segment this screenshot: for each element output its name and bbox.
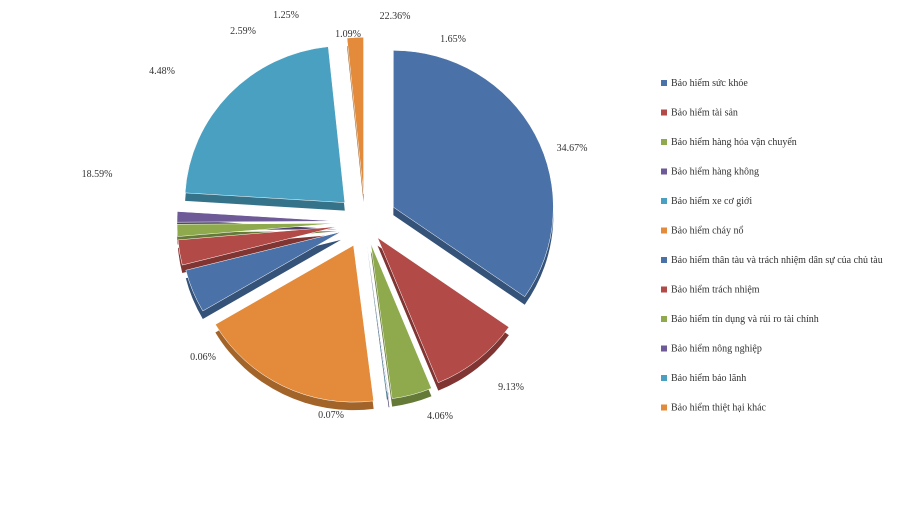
data-label: 1.25%: [273, 10, 299, 21]
legend-label: Bảo hiểm trách nhiệm: [671, 285, 760, 296]
pie-slice-layer: [176, 36, 554, 403]
pie-slice-9: [176, 211, 338, 223]
legend-label: Bảo hiểm tài sản: [671, 108, 738, 119]
legend-label: Bảo hiểm thân tàu và trách nhiệm dân sự …: [671, 255, 883, 266]
data-label: 22.36%: [380, 11, 411, 22]
legend-swatch: [661, 345, 667, 352]
data-label: 2.59%: [230, 26, 256, 37]
legend-label: Bảo hiểm hàng không: [671, 167, 759, 178]
pie-slice-11: [346, 36, 364, 195]
legend-swatch: [661, 316, 667, 322]
legend-swatch: [661, 227, 667, 234]
legend-label: Bảo hiểm sức khỏe: [671, 78, 748, 89]
data-label: 34.67%: [557, 143, 588, 154]
data-label: 4.06%: [427, 411, 453, 422]
legend-label: Bảo hiểm hàng hóa vận chuyển: [671, 137, 797, 148]
legend-label: Bảo hiểm bảo lãnh: [671, 373, 746, 384]
legend-label: Bảo hiểm tín dụng và rủi ro tài chính: [671, 314, 819, 325]
pie-slice-0: [393, 50, 554, 298]
data-label: 4.48%: [149, 66, 175, 77]
legend-swatch: [661, 198, 667, 204]
pie-slice-6: [185, 231, 342, 312]
data-label-layer: 34.67% 9.13% 4.06% 0.07% 0.06% 18.59% 4.48% 2.5…: [82, 10, 588, 422]
data-label: 18.59%: [82, 169, 113, 180]
pie-slice-depth: [366, 243, 388, 400]
legend-label: Bảo hiểm nông nghiệp: [671, 344, 762, 355]
data-label: 0.06%: [190, 352, 216, 363]
legend-swatch: [661, 375, 667, 381]
legend: Bảo hiểm sức khỏe Bảo hiểm tài sản Bảo hiể…: [661, 78, 883, 414]
data-label: 1.09%: [335, 29, 361, 40]
pie-slice-5: [215, 244, 374, 403]
pie-slice-4: [366, 235, 388, 392]
legend-swatch: [661, 109, 667, 116]
legend-swatch: [661, 404, 667, 411]
legend-label: Bảo hiểm cháy nổ: [671, 226, 743, 237]
pie-slice-7: [177, 226, 338, 266]
legend-swatch: [661, 139, 667, 145]
pie-slice-1: [376, 236, 510, 383]
pie-slice-depth: [185, 239, 341, 319]
data-label: 0.07%: [318, 410, 344, 421]
legend-label: Bảo hiểm xe cơ giới: [671, 196, 752, 207]
legend-swatch: [661, 257, 667, 263]
pie-slice-8: [176, 223, 338, 237]
data-label: 9.13%: [498, 382, 524, 393]
legend-swatch: [661, 80, 667, 86]
legend-label: Bảo hiểm thiệt hại khác: [671, 403, 767, 414]
data-label: 1.65%: [440, 34, 466, 45]
legend-swatch: [661, 168, 667, 175]
pie-slice-10: [184, 46, 346, 203]
pie-slice-2: [370, 243, 432, 399]
legend-swatch: [661, 286, 667, 293]
